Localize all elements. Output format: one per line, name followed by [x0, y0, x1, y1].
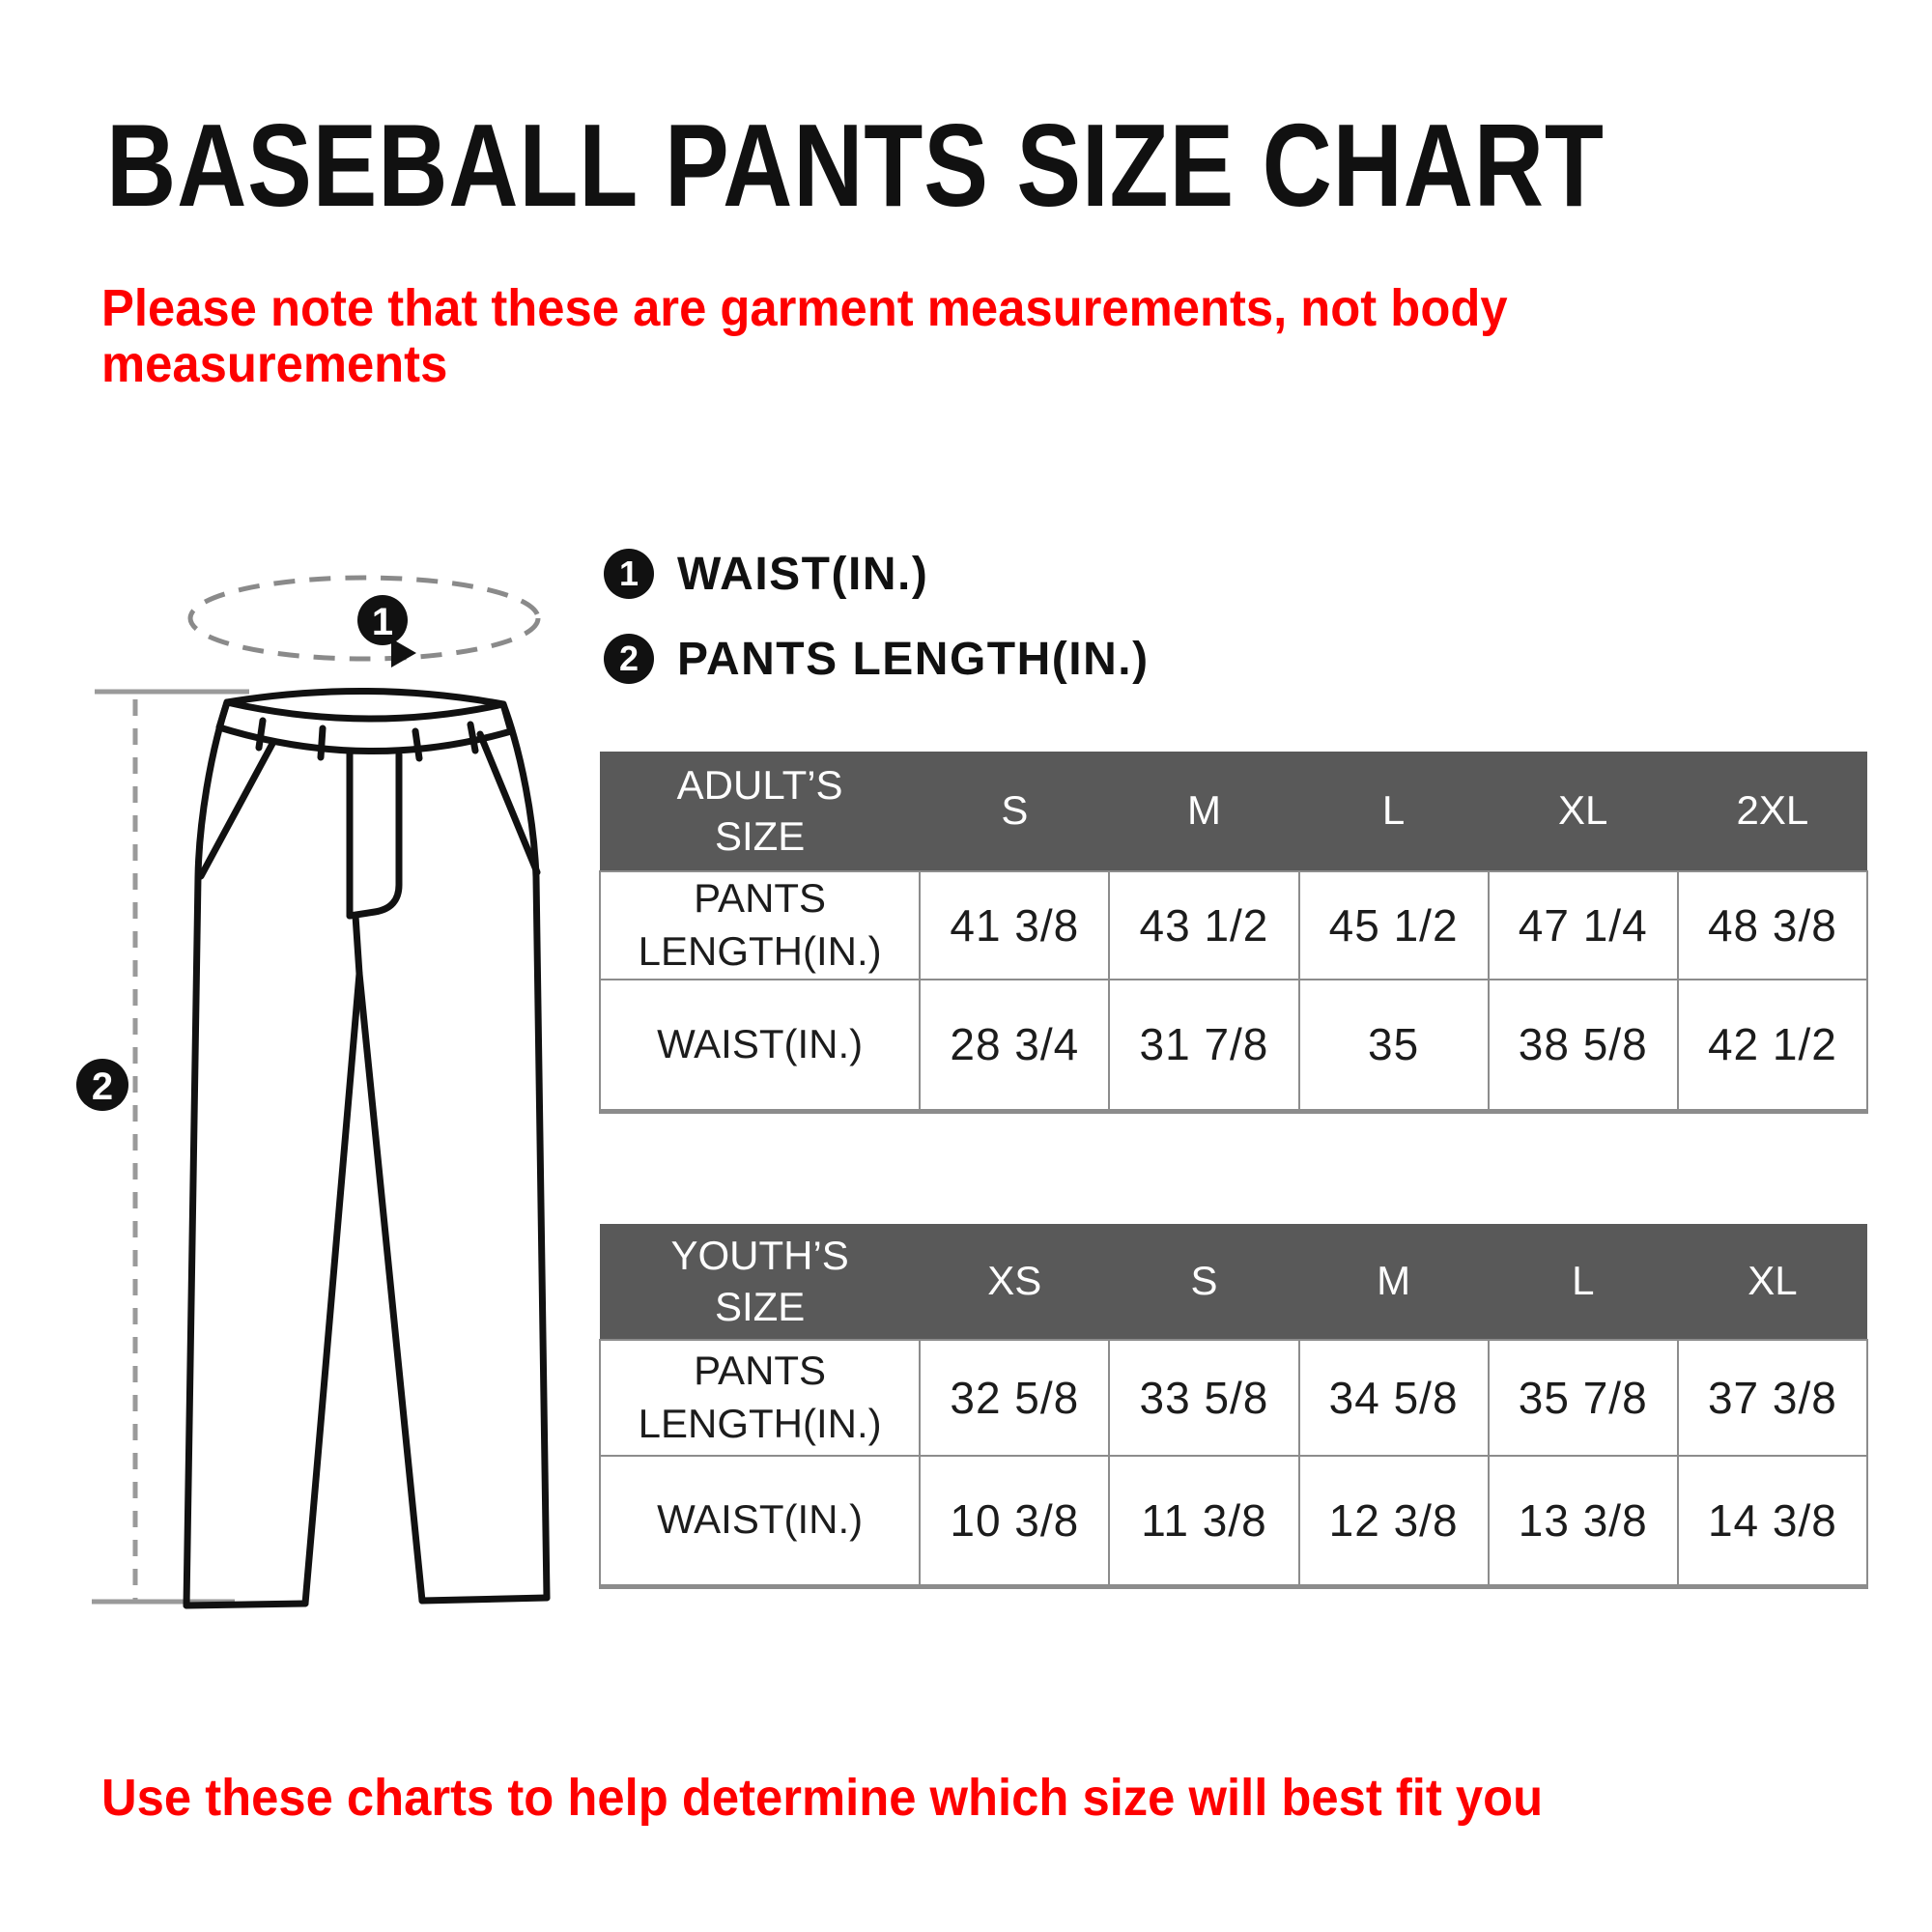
waist-arrow-icon: [391, 639, 416, 668]
cell: 41 3/8: [919, 870, 1111, 980]
cell: 33 5/8: [1108, 1339, 1300, 1457]
cell: 10 3/8: [919, 1455, 1111, 1589]
cell: 14 3/8: [1676, 1455, 1869, 1589]
cell: 43 1/2: [1108, 870, 1300, 980]
measurement-guides: [92, 689, 249, 1605]
left-pocket-line: [197, 738, 277, 880]
waist-ellipse: [187, 575, 541, 662]
waist-opening-front: [223, 698, 507, 723]
adult-size-col: S: [920, 752, 1110, 871]
right-hem: [418, 1594, 551, 1605]
fit-advice-note: Use these charts to help determine which…: [101, 1769, 1544, 1827]
cell: 37 3/8: [1676, 1339, 1869, 1457]
badge-1-icon: 1: [604, 549, 654, 599]
legend-item-waist: 1 WAIST(IN.): [604, 547, 1150, 601]
cell: 34 5/8: [1297, 1339, 1490, 1457]
table-row: WAIST(IN.) 28 3/4 31 7/8 35 38 5/8 42 1/…: [598, 979, 1869, 1114]
waist-opening-back: [223, 687, 507, 708]
pants-diagram: 1 2: [76, 575, 551, 1609]
row-label: WAIST(IN.): [598, 1455, 922, 1589]
youth-size-col: M: [1298, 1224, 1489, 1340]
cell: 35: [1297, 979, 1490, 1114]
badge-1-icon: [357, 595, 408, 645]
cell: 13 3/8: [1487, 1455, 1679, 1589]
badge-1-number: 1: [372, 601, 393, 643]
diagram-badges: 1 2: [76, 595, 408, 1111]
garment-measurement-note: Please note that these are garment measu…: [101, 279, 1508, 394]
fly-right: [346, 751, 403, 920]
cell: 11 3/8: [1108, 1455, 1300, 1589]
youth-header-row: YOUTH’S SIZE XS S M L XL: [600, 1224, 1867, 1340]
left-hem: [183, 1600, 309, 1609]
belt-loop: [467, 721, 479, 754]
cell: 42 1/2: [1676, 979, 1869, 1114]
cell: 48 3/8: [1676, 870, 1869, 980]
cell: 38 5/8: [1487, 979, 1679, 1114]
adult-size-col: 2XL: [1677, 752, 1867, 871]
badge-2-number: 2: [92, 1065, 113, 1108]
page-title: BASEBALL PANTS SIZE CHART: [106, 99, 1605, 231]
table-row: WAIST(IN.) 10 3/8 11 3/8 12 3/8 13 3/8 1…: [598, 1455, 1869, 1589]
row-label: WAIST(IN.): [598, 979, 922, 1114]
right-pocket-line: [476, 730, 541, 876]
adult-table-title: ADULT’S SIZE: [600, 752, 921, 871]
table-row: PANTS LENGTH(IN.) 41 3/8 43 1/2 45 1/2 4…: [598, 870, 1869, 980]
adult-size-table: ADULT’S SIZE S M L XL 2XL PANTS LENGTH(I…: [598, 752, 1869, 1114]
cell: 12 3/8: [1297, 1455, 1490, 1589]
youth-size-table: YOUTH’S SIZE XS S M L XL PANTS LENGTH(IN…: [598, 1224, 1869, 1589]
legend-label-pants-length: PANTS LENGTH(IN.): [677, 633, 1150, 685]
cell: 35 7/8: [1487, 1339, 1679, 1457]
legend-label-waist: WAIST(IN.): [677, 548, 929, 600]
row-label: PANTS LENGTH(IN.): [598, 870, 922, 980]
belt-loop: [317, 724, 327, 761]
youth-size-col: L: [1488, 1224, 1678, 1340]
youth-table-title: YOUTH’S SIZE: [600, 1224, 921, 1340]
pants-outline: [183, 687, 551, 1609]
cell: 31 7/8: [1108, 979, 1300, 1114]
right-inseam: [355, 970, 426, 1605]
youth-size-col: XS: [920, 1224, 1110, 1340]
adult-size-col: M: [1109, 752, 1299, 871]
crotch-seam: [352, 912, 363, 978]
youth-size-col: S: [1109, 1224, 1299, 1340]
cell: 28 3/4: [919, 979, 1111, 1114]
cell: 32 5/8: [919, 1339, 1111, 1457]
cell: 45 1/2: [1297, 870, 1490, 980]
belt-loop: [255, 717, 267, 752]
badge-2-icon: 2: [604, 634, 654, 684]
left-inseam: [301, 970, 363, 1607]
legend-item-pants-length: 2 PANTS LENGTH(IN.): [604, 632, 1150, 686]
badge-2-icon: [76, 1059, 128, 1111]
measurement-legend: 1 WAIST(IN.) 2 PANTS LENGTH(IN.): [604, 547, 1150, 717]
table-row: PANTS LENGTH(IN.) 32 5/8 33 5/8 34 5/8 3…: [598, 1339, 1869, 1457]
row-label: PANTS LENGTH(IN.): [598, 1339, 922, 1457]
adult-size-col: XL: [1488, 752, 1678, 871]
belt-loop: [412, 727, 423, 762]
adult-size-col: L: [1298, 752, 1489, 871]
adult-header-row: ADULT’S SIZE S M L XL 2XL: [600, 752, 1867, 871]
cell: 47 1/4: [1487, 870, 1679, 980]
left-outer-seam: [183, 698, 231, 1609]
youth-size-col: XL: [1677, 1224, 1867, 1340]
